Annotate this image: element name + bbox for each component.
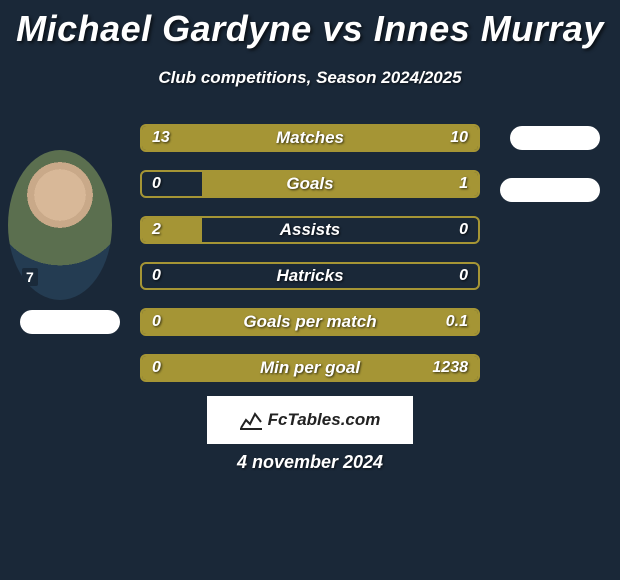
player-left-avatar [8,150,112,300]
chart-icon [240,410,262,430]
stat-label: Goals per match [142,310,478,334]
stat-label: Hatricks [142,264,478,288]
stat-value-right: 1 [459,172,468,196]
stat-label: Matches [142,126,478,150]
subtitle: Club competitions, Season 2024/2025 [0,68,620,88]
stats-bars: 13Matches100Goals12Assists00Hatricks00Go… [140,124,480,400]
player-right-name-pill [500,178,600,202]
player-left-name-pill [20,310,120,334]
stat-row: 0Min per goal1238 [140,354,480,382]
stat-label: Goals [142,172,478,196]
stat-row: 0Goals per match0.1 [140,308,480,336]
fctables-logo: FcTables.com [207,396,413,444]
stat-label: Assists [142,218,478,242]
stat-row: 2Assists0 [140,216,480,244]
player-right-avatar-placeholder [510,126,600,150]
stat-value-right: 10 [450,126,468,150]
stat-value-right: 0 [459,218,468,242]
logo-text: FcTables.com [268,410,381,430]
page-title: Michael Gardyne vs Innes Murray [0,0,620,50]
stat-row: 0Hatricks0 [140,262,480,290]
stat-row: 0Goals1 [140,170,480,198]
stat-value-right: 0.1 [446,310,468,334]
date-label: 4 november 2024 [0,452,620,473]
stat-value-right: 1238 [432,356,468,380]
stat-value-right: 0 [459,264,468,288]
stat-row: 13Matches10 [140,124,480,152]
stat-label: Min per goal [142,356,478,380]
